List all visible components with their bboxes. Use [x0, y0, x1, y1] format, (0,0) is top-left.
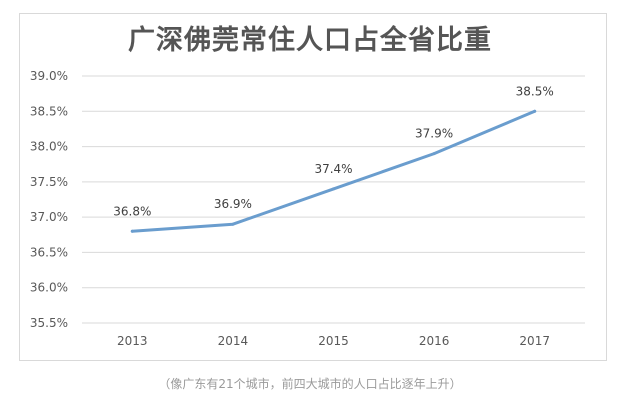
y-tick-label: 38.5% [30, 104, 68, 118]
x-axis: 2013 2014 2015 2016 2017 [117, 334, 550, 348]
data-labels: 36.8% 36.9% 37.4% 37.9% 38.5% [113, 84, 554, 218]
x-tick-label: 2016 [419, 334, 450, 348]
chart-frame [19, 13, 607, 361]
data-label: 38.5% [516, 84, 554, 98]
x-tick-label: 2017 [519, 334, 550, 348]
y-axis: 35.5% 36.0% 36.5% 37.0% 37.5% 38.0% 38.5% 39.0% [30, 69, 68, 330]
data-point [130, 229, 134, 233]
x-tick-label: 2015 [318, 334, 349, 348]
y-tick-label: 37.5% [30, 175, 68, 189]
data-label: 36.9% [214, 197, 252, 211]
x-tick-label: 2013 [117, 334, 148, 348]
y-tick-label: 38.0% [30, 140, 68, 154]
chart-title: 广深佛莞常住人口占全省比重 [128, 25, 492, 56]
data-point [432, 152, 436, 156]
data-point [231, 222, 235, 226]
data-label: 37.4% [314, 162, 352, 176]
data-label: 37.9% [415, 127, 453, 141]
y-tick-label: 37.0% [30, 210, 68, 224]
data-point [332, 187, 335, 191]
series-layer [130, 109, 537, 233]
y-tick-label: 39.0% [30, 69, 68, 83]
x-tick-label: 2014 [218, 334, 249, 348]
y-tick-label: 36.0% [30, 281, 68, 295]
caption: （像广东有21个城市，前四大城市的人口占比逐年上升） [158, 377, 462, 391]
y-tick-label: 35.5% [30, 316, 68, 330]
data-label: 36.8% [113, 204, 151, 218]
gridlines [82, 75, 585, 324]
y-tick-label: 36.5% [30, 245, 68, 259]
data-point [533, 109, 537, 113]
